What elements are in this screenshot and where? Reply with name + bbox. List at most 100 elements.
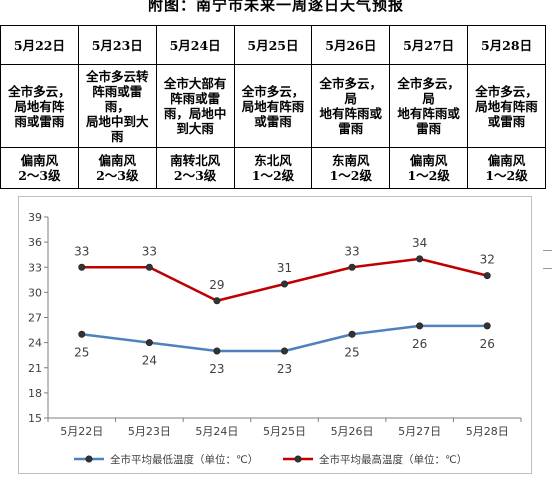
- forecast-weather-line: 或雷雨: [487, 113, 526, 129]
- forecast-weather-line: 到大雨: [176, 121, 214, 136]
- data-point-2: [416, 255, 424, 263]
- forecast-weather-line: 雷雨: [338, 121, 364, 136]
- forecast-weather-line: 全市多云，: [241, 83, 305, 99]
- data-point-2: [78, 263, 86, 271]
- x-tick-label: 5月27日: [398, 425, 441, 438]
- side-tick-mark: [543, 250, 552, 251]
- data-point-2: [280, 280, 288, 288]
- y-tick-label: 21: [28, 362, 42, 375]
- legend-swatch-marker: [85, 455, 93, 463]
- y-tick-label: 39: [28, 211, 42, 224]
- forecast-wind-line: 偏南风: [487, 153, 526, 168]
- forecast-date-cell: 5月22日: [0, 25, 79, 65]
- data-point-1: [78, 330, 86, 338]
- forecast-date-cell: 5月25日: [233, 25, 313, 65]
- data-label-1: 23: [209, 362, 224, 376]
- data-label-1: 26: [480, 337, 495, 351]
- forecast-wind-line: 偏南风: [409, 153, 448, 168]
- legend-label: 全市平均最高温度（单位：℃）: [319, 453, 467, 466]
- data-point-2: [213, 297, 221, 305]
- data-label-1: 25: [74, 345, 89, 359]
- forecast-weather-line: 全市多云，: [8, 83, 71, 99]
- legend-swatch-marker: [294, 455, 302, 463]
- forecast-wind-cell: 东北风 1～2级: [233, 147, 313, 189]
- data-point-2: [483, 272, 491, 280]
- data-label-2: 33: [74, 244, 89, 258]
- data-point-1: [280, 347, 288, 355]
- y-tick-label: 15: [28, 412, 42, 425]
- forecast-weather-cell: 全市多云，局地有阵雨或雷雨: [389, 64, 469, 148]
- data-label-1: 25: [344, 345, 359, 359]
- forecast-weather-row: 全市多云， 局地有阵 雨或雷雨 全市多云转 阵雨或雷雨， 局地中到大雨全市大部有 阵雨或雷雨…: [0, 64, 546, 148]
- forecast-wind-line: 2～3级: [173, 168, 217, 183]
- legend-label: 全市平均最低温度（单位：℃）: [110, 453, 258, 466]
- forecast-wind-cell: 偏南风 2～3级: [0, 147, 79, 189]
- forecast-wind-line: 2～3级: [96, 168, 139, 183]
- forecast-wind-line: 偏南风: [98, 153, 137, 168]
- temperature-chart-svg: 15 18 21 24 27 30 33 36 39 5月22日 5月23日 5月24日 5月25日 5月…: [28, 211, 522, 466]
- forecast-wind-line: 1～2级: [329, 168, 372, 183]
- forecast-wind-cell: 东南风 1～2级: [311, 147, 391, 189]
- forecast-wind-line: 东北风: [254, 153, 292, 168]
- data-label-1: 23: [277, 362, 292, 376]
- forecast-weather-cell: 全市大部有 阵雨或雷 雨，局地中 到大雨: [155, 64, 235, 148]
- forecast-weather-line: 全市多云，: [475, 83, 538, 99]
- forecast-date-cell: 5月23日: [77, 25, 157, 65]
- data-label-2: 31: [277, 261, 292, 275]
- forecast-weather-line: 局地有阵雨: [241, 98, 305, 114]
- x-tick-label: 5月23日: [128, 425, 171, 438]
- forecast-wind-line: 2～3级: [18, 168, 61, 183]
- temperature-chart: 15 18 21 24 27 30 33 36 39 5月22日 5月23日 5月24日 5月25日 5月…: [18, 196, 532, 474]
- forecast-wind-cell: 南转北风 2～3级: [155, 147, 235, 189]
- forecast-weather-cell: 全市多云，局地有阵雨或雷雨: [311, 64, 391, 148]
- forecast-wind-cell: 偏南风 1～2级: [389, 147, 469, 189]
- data-label-1: 24: [142, 354, 157, 368]
- x-tick-label: 5月24日: [195, 425, 238, 438]
- forecast-weather-line: 雨或雷雨: [14, 113, 65, 129]
- forecast-date-cell: 5月24日: [155, 25, 235, 65]
- forecast-date-row: 5月22日 5月23日 5月24日 5月25日 5月26日 5月27日 5月28日: [0, 25, 546, 65]
- data-point-2: [145, 263, 153, 271]
- forecast-weather-line: 阵雨或雷: [170, 91, 221, 106]
- forecast-wind-line: 东南风: [332, 153, 370, 168]
- forecast-wind-line: 1～2级: [485, 168, 528, 183]
- data-label-1: 26: [412, 337, 427, 351]
- data-label-2: 29: [209, 278, 224, 292]
- x-tick-label: 5月25日: [263, 425, 306, 438]
- forecast-weather-line: 全市大部有: [163, 76, 227, 91]
- forecast-date-cell: 5月27日: [389, 25, 469, 65]
- x-tick-label: 5月22日: [60, 425, 103, 438]
- forecast-table: 5月22日 5月23日 5月24日 5月25日 5月26日 5月27日 5月28日 全市多云…: [0, 25, 546, 189]
- forecast-weather-line: 雷雨: [416, 121, 442, 136]
- page-title: 附图：南宁市未来一周逐日天气预报: [147, 0, 404, 14]
- forecast-wind-cell: 偏南风 2～3级: [77, 147, 157, 189]
- forecast-wind-line: 1～2级: [407, 168, 450, 183]
- forecast-weather-line: 局地有阵: [14, 98, 65, 114]
- y-tick-label: 24: [28, 337, 42, 350]
- forecast-weather-line: 阵雨或雷雨，: [92, 83, 143, 114]
- data-point-1: [348, 330, 356, 338]
- forecast-weather-line: 地有阵雨或: [319, 106, 383, 121]
- forecast-weather-cell: 全市多云，局地有阵雨或雷雨: [467, 64, 546, 148]
- forecast-weather-line: 局地有阵雨: [475, 98, 538, 114]
- data-point-1: [145, 339, 153, 347]
- forecast-wind-line: 1～2级: [251, 168, 295, 183]
- forecast-date-cell: 5月28日: [467, 25, 546, 65]
- y-tick-label: 18: [28, 387, 42, 400]
- forecast-weather-line: 雨，局地中: [163, 106, 227, 121]
- y-tick-label: 27: [28, 312, 42, 325]
- forecast-weather-line: 全市多云转: [86, 68, 149, 84]
- y-tick-label: 36: [28, 236, 42, 249]
- data-label-2: 32: [480, 253, 495, 267]
- forecast-wind-line: 偏南风: [20, 153, 59, 168]
- data-label-2: 34: [412, 236, 427, 250]
- forecast-wind-line: 南转北风: [170, 153, 221, 168]
- forecast-weather-line: 局地中到大: [86, 113, 149, 129]
- forecast-wind-cell: 偏南风 1～2级: [467, 147, 546, 189]
- data-point-1: [213, 347, 221, 355]
- forecast-weather-line: 雨: [111, 128, 124, 144]
- data-point-1: [483, 322, 491, 330]
- side-tick-mark: [543, 268, 552, 269]
- data-label-2: 33: [344, 244, 359, 258]
- forecast-wind-row: 偏南风 2～3级 偏南风 2～3级 南转北风 2～3级 东北风 1～2级 东南风 1～2级 偏南风 1…: [0, 147, 546, 189]
